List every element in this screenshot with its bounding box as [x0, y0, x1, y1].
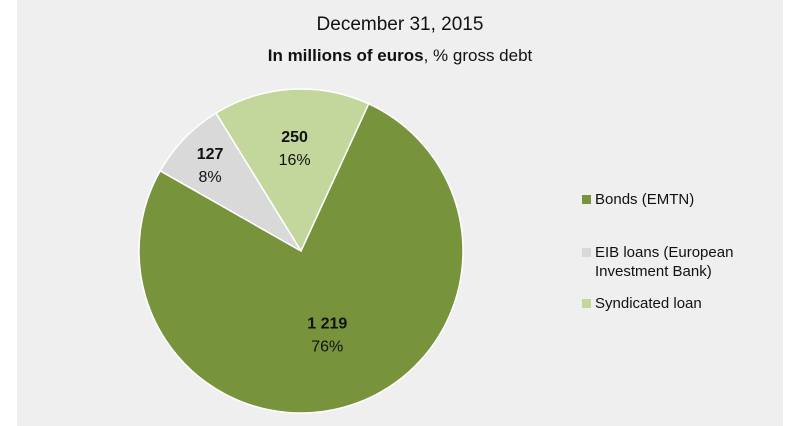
data-label-percent-bonds: 76% [311, 339, 343, 356]
data-label-percent-eib-loans: 8% [199, 169, 222, 186]
pie-slice-bonds [138, 102, 464, 414]
pie-slice-syndicated-loan [214, 88, 370, 253]
chart-area: 250 16% 1 219 76% 127 8% December 31, 2015 In… [17, 0, 783, 426]
legend-label-eib-loans: EIB loans (European [595, 244, 734, 261]
legend-item-bonds: Bonds (EMTN) [582, 190, 765, 209]
legend-label-bonds: Bonds (EMTN) [595, 191, 695, 208]
legend-swatch-eib-loans [582, 248, 591, 257]
data-label-value-syndicated-loan: 250 [281, 129, 308, 146]
data-label-value-bonds: 1 219 [307, 316, 347, 333]
data-label-percent-syndicated-loan: 16% [279, 152, 311, 169]
chart-subtitle-rest: , % gross debt [423, 46, 533, 65]
pie-chart: 250 16% 1 219 76% 127 8% [138, 88, 464, 414]
legend-item-eib-loans: EIB loans (European Investment Bank) [582, 243, 765, 281]
legend-item-syndicated-loan: Syndicated loan [582, 294, 765, 313]
chart-title: December 31, 2015 [316, 14, 484, 35]
legend-swatch-syndicated-loan [582, 299, 591, 308]
pie-slice-eib-loans [159, 112, 302, 252]
legend-label-eib-loans: Investment Bank) [595, 263, 712, 280]
data-label-value-eib-loans: 127 [197, 146, 224, 163]
chart-subtitle-bold: In millions of euros [267, 46, 424, 65]
legend-swatch-bonds [582, 195, 591, 204]
legend-label-syndicated-loan: Syndicated loan [595, 295, 702, 312]
chart-subtitle: In millions of euros, % gross debt [17, 46, 783, 66]
